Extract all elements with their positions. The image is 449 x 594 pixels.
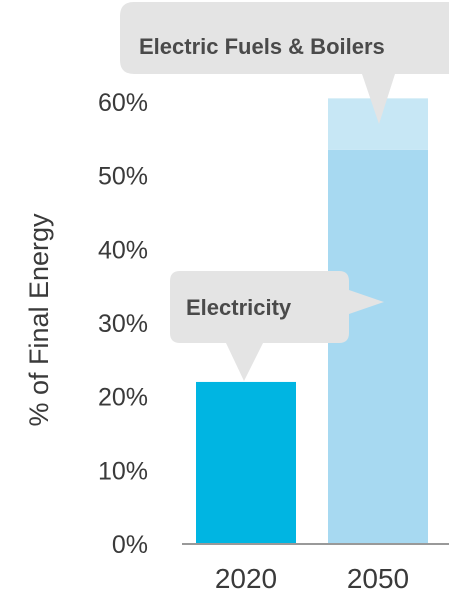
bars-layer: [196, 98, 428, 544]
x-category-labels: 2020 2050: [215, 563, 409, 594]
callout-label: Electricity: [186, 295, 292, 320]
callout-bubble: [120, 2, 449, 124]
callout-label: Electric Fuels & Boilers: [139, 34, 385, 59]
callout-bubble: [170, 271, 384, 381]
y-axis-label: % of Final Energy: [24, 213, 54, 427]
x-category-label: 2020: [215, 563, 277, 594]
y-tick-label: 30%: [98, 310, 148, 338]
bar-2050-electricity: [328, 149, 428, 544]
y-tick-label: 50%: [98, 163, 148, 191]
callout-electric-fuels-boilers: Electric Fuels & Boilers: [120, 2, 449, 124]
y-tick-labels: 0% 10% 20% 30% 40% 50% 60%: [98, 89, 148, 559]
y-tick-label: 60%: [98, 89, 148, 117]
y-tick-label: 0%: [112, 531, 148, 559]
y-tick-label: 40%: [98, 236, 148, 264]
y-tick-label: 20%: [98, 384, 148, 412]
x-category-label: 2050: [347, 563, 409, 594]
callout-electricity: Electricity: [170, 271, 384, 381]
bar-2020-electricity: [196, 381, 296, 544]
y-tick-label: 10%: [98, 457, 148, 485]
